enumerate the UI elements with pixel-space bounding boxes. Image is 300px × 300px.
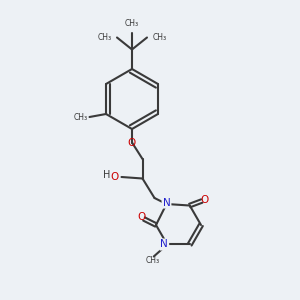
Text: CH₃: CH₃ [145, 256, 159, 265]
Text: CH₃: CH₃ [152, 33, 167, 42]
Text: CH₃: CH₃ [125, 19, 139, 28]
Text: O: O [201, 194, 209, 205]
Text: N: N [163, 197, 170, 208]
Text: N: N [160, 239, 168, 250]
Text: CH₃: CH₃ [98, 33, 112, 42]
Text: CH₃: CH₃ [74, 112, 88, 122]
Text: O: O [111, 172, 119, 182]
Text: O: O [128, 137, 136, 148]
Text: O: O [137, 212, 145, 223]
Text: H: H [103, 170, 110, 181]
